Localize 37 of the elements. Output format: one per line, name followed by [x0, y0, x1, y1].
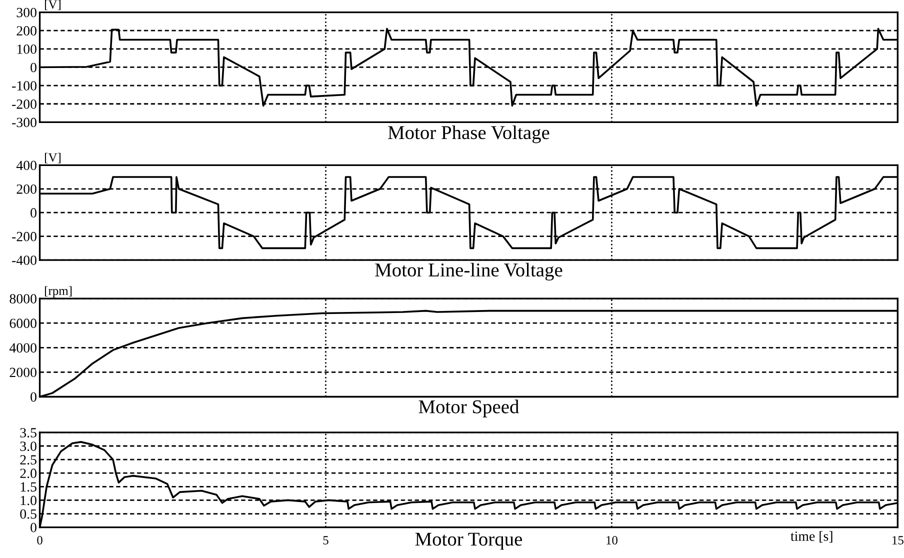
y-tick-label: 4000 [9, 343, 36, 353]
y-tick-label: 200 [16, 26, 36, 36]
y-tick-label: 0.5 [20, 509, 36, 519]
text: Motor Speed [418, 400, 519, 418]
y-tick-label: 3.0 [20, 442, 36, 452]
y-tick-label: 2.5 [20, 455, 36, 465]
y-tick-label: -400 [12, 256, 36, 265]
y-tick-label: -200 [12, 99, 36, 109]
y-tick-label: 3.5 [20, 428, 36, 438]
y-tick-label: 300 [16, 8, 36, 18]
x-tick-label: 10 [606, 536, 618, 544]
x-tick-label: 0 [37, 536, 42, 544]
y-axis-title: [V] [44, 152, 60, 164]
y-tick-label: -100 [12, 81, 36, 91]
y-tick-label: 1.5 [20, 482, 36, 492]
y-tick-label: 6000 [10, 318, 36, 328]
y-tick-label: 100 [17, 44, 36, 54]
y-tick-label: -200 [12, 232, 36, 242]
y-tick-label: 8000 [10, 294, 36, 304]
x-axis-title: time [s] [790, 531, 832, 543]
y-tick-label: 1.0 [20, 496, 36, 506]
y-tick-label: 0 [30, 522, 36, 532]
y-tick-label: 2.0 [20, 468, 36, 478]
y-axis-title: [rpm] [44, 286, 72, 298]
x-tick-label: 15 [892, 536, 904, 544]
text: Motor Phase Voltage [388, 126, 550, 144]
x-tick-label: 5 [323, 536, 328, 544]
y-tick-label: 400 [16, 160, 36, 170]
text: Motor Torque [415, 532, 522, 550]
y-tick-label: 0 [30, 62, 36, 72]
y-tick-label: 2000 [10, 368, 36, 378]
y-tick-label: -300 [12, 118, 36, 128]
y-axis-title: [V] [44, 0, 60, 10]
y-tick-label: 0 [30, 208, 36, 218]
text: Motor Line-line Voltage [375, 262, 562, 281]
y-tick-label: 0 [30, 392, 36, 402]
y-tick-label: 200 [16, 184, 36, 194]
